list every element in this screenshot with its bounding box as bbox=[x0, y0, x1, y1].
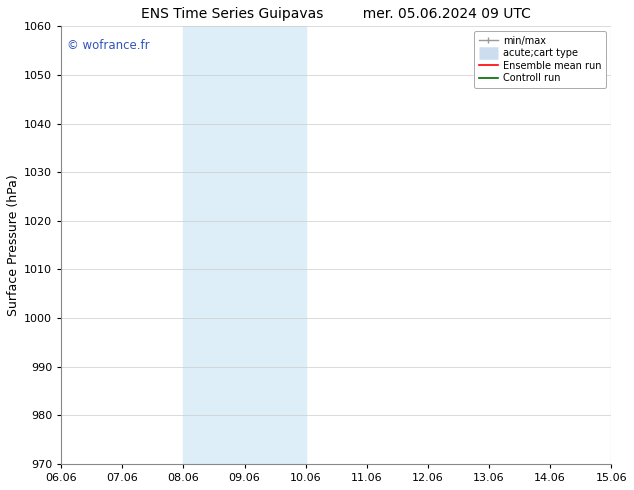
Bar bbox=[611, 26, 634, 464]
Text: © wofrance.fr: © wofrance.fr bbox=[67, 39, 150, 52]
Legend: min/max, acute;cart type, Ensemble mean run, Controll run: min/max, acute;cart type, Ensemble mean … bbox=[474, 31, 606, 88]
Title: ENS Time Series Guipavas         mer. 05.06.2024 09 UTC: ENS Time Series Guipavas mer. 05.06.2024… bbox=[141, 7, 531, 21]
Bar bbox=[183, 26, 306, 464]
Y-axis label: Surface Pressure (hPa): Surface Pressure (hPa) bbox=[7, 174, 20, 316]
